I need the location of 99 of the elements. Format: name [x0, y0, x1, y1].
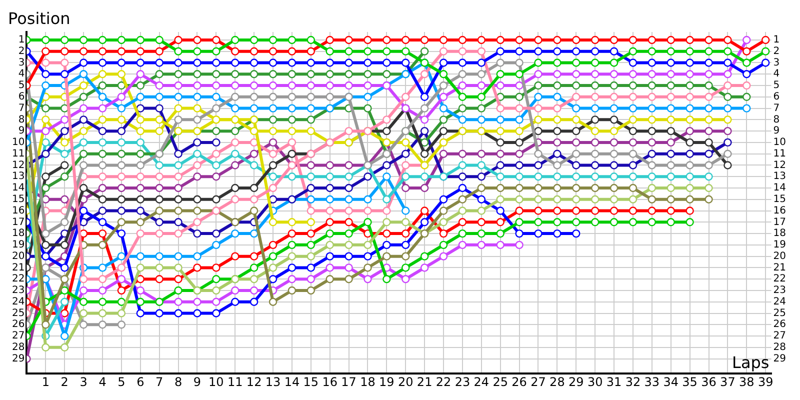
y2-tick-label: 3 — [773, 57, 780, 68]
y2-tick-label: 19 — [773, 240, 786, 251]
y2-tick-label: 22 — [773, 274, 786, 285]
x-tick-label: 26 — [512, 374, 527, 389]
x-tick-label: 31 — [606, 374, 622, 389]
y-tick-label: 13 — [12, 171, 25, 182]
x-tick-label: 17 — [341, 374, 356, 389]
x-tick-label: 7 — [156, 374, 164, 389]
y-tick-label: 5 — [18, 80, 25, 92]
y2-tick-label: 26 — [773, 319, 786, 330]
x-tick-label: 9 — [193, 374, 202, 389]
y-tick-label: 11 — [12, 148, 25, 160]
y2-tick-label: 24 — [773, 296, 786, 308]
y2-tick-label: 20 — [773, 250, 786, 262]
y-axis-title: Position — [8, 9, 70, 28]
x-tick-label: 21 — [416, 374, 432, 389]
y2-tick-label: 23 — [773, 285, 786, 296]
x-tick-label: 14 — [284, 374, 300, 389]
x-tick-label: 15 — [303, 374, 319, 389]
y-tick-label: 9 — [18, 126, 25, 137]
y2-tick-label: 29 — [773, 353, 786, 364]
x-tick-label: 16 — [322, 374, 338, 389]
x-tick-label: 35 — [682, 374, 698, 389]
y-tick-label: 25 — [12, 308, 25, 319]
y2-tick-label: 25 — [773, 308, 786, 319]
y-tick-label: 14 — [12, 182, 25, 194]
x-tick-label: 38 — [739, 374, 754, 389]
y2-tick-label: 17 — [773, 216, 786, 228]
y2-tick-label: 28 — [773, 342, 786, 354]
y2-tick-label: 21 — [773, 262, 786, 274]
x-tick-label: 32 — [625, 374, 641, 389]
y-tick-label: 17 — [12, 216, 25, 228]
y-tick-label: 26 — [12, 319, 25, 330]
x-tick-label: 13 — [265, 374, 281, 389]
x-tick-label: 37 — [720, 374, 736, 389]
x-tick-label: 19 — [379, 374, 394, 389]
y2-tick-label: 1 — [773, 34, 780, 46]
x-tick-label: 23 — [454, 374, 470, 389]
x-tick-label: 5 — [118, 374, 126, 389]
y2-tick-label: 2 — [773, 46, 780, 57]
x-tick-label: 39 — [758, 374, 774, 389]
x-tick-label: 4 — [98, 374, 106, 389]
y-tick-label: 29 — [12, 353, 25, 364]
x-tick-label: 18 — [360, 374, 376, 389]
y-tick-label: 12 — [12, 160, 25, 171]
y2-tick-label: 4 — [773, 68, 780, 80]
y-tick-label: 22 — [12, 274, 25, 285]
x-tick-label: 20 — [398, 374, 414, 389]
y2-tick-label: 12 — [773, 160, 786, 171]
x-tick-label: 25 — [492, 374, 508, 389]
y2-tick-label: 9 — [773, 126, 780, 137]
x-tick-label: 36 — [701, 374, 716, 389]
y-tick-label: 28 — [12, 342, 25, 354]
y-tick-label: 1 — [18, 34, 25, 46]
x-tick-label: 10 — [208, 374, 224, 389]
y-tick-label: 2 — [18, 46, 25, 57]
y-tick-label: 27 — [12, 330, 25, 342]
y2-tick-label: 14 — [773, 182, 786, 194]
x-tick-label: 12 — [246, 374, 262, 389]
x-axis-title: Laps — [732, 352, 770, 372]
y2-tick-label: 7 — [773, 102, 780, 114]
y-tick-label: 24 — [12, 296, 25, 308]
y-tick-label: 18 — [12, 228, 25, 240]
y-tick-label: 19 — [12, 240, 25, 251]
y2-tick-label: 8 — [773, 114, 780, 126]
y-tick-label: 20 — [12, 250, 25, 262]
y-tick-label: 4 — [18, 68, 25, 80]
y2-tick-label: 6 — [773, 92, 780, 102]
x-tick-label: 24 — [474, 374, 490, 389]
x-tick-label: 34 — [663, 374, 679, 389]
y-tick-label: 16 — [12, 205, 25, 216]
y-tick-label: 21 — [12, 262, 25, 274]
y2-tick-label: 10 — [773, 137, 786, 148]
x-tick-label: 8 — [174, 374, 182, 389]
y-tick-label: 10 — [12, 137, 25, 148]
x-tick-label: 22 — [436, 374, 452, 389]
x-tick-label: 3 — [80, 374, 88, 389]
x-tick-label: 29 — [568, 374, 584, 389]
y2-tick-label: 16 — [773, 205, 786, 216]
y-tick-label: 3 — [18, 57, 25, 68]
x-tick-label: 2 — [60, 374, 68, 389]
y2-tick-label: 27 — [773, 330, 786, 342]
x-tick-label: 27 — [530, 374, 546, 389]
x-tick-label: 33 — [644, 374, 660, 389]
y-tick-label: 23 — [12, 285, 25, 296]
y2-tick-label: 5 — [773, 80, 780, 92]
x-tick-label: 30 — [587, 374, 603, 389]
y2-tick-label: 13 — [773, 171, 786, 182]
x-tick-label: 28 — [550, 374, 565, 389]
x-tick-label: 11 — [227, 374, 243, 389]
y-tick-label: 6 — [18, 92, 25, 102]
y-tick-label: 15 — [12, 194, 25, 205]
x-tick-label: 1 — [42, 374, 50, 389]
y-tick-label: 8 — [18, 114, 25, 126]
y2-tick-label: 11 — [773, 148, 786, 160]
y2-tick-label: 15 — [773, 194, 786, 205]
y-tick-label: 7 — [18, 102, 25, 114]
x-tick-label: 6 — [136, 374, 144, 389]
y2-tick-label: 18 — [773, 228, 786, 240]
